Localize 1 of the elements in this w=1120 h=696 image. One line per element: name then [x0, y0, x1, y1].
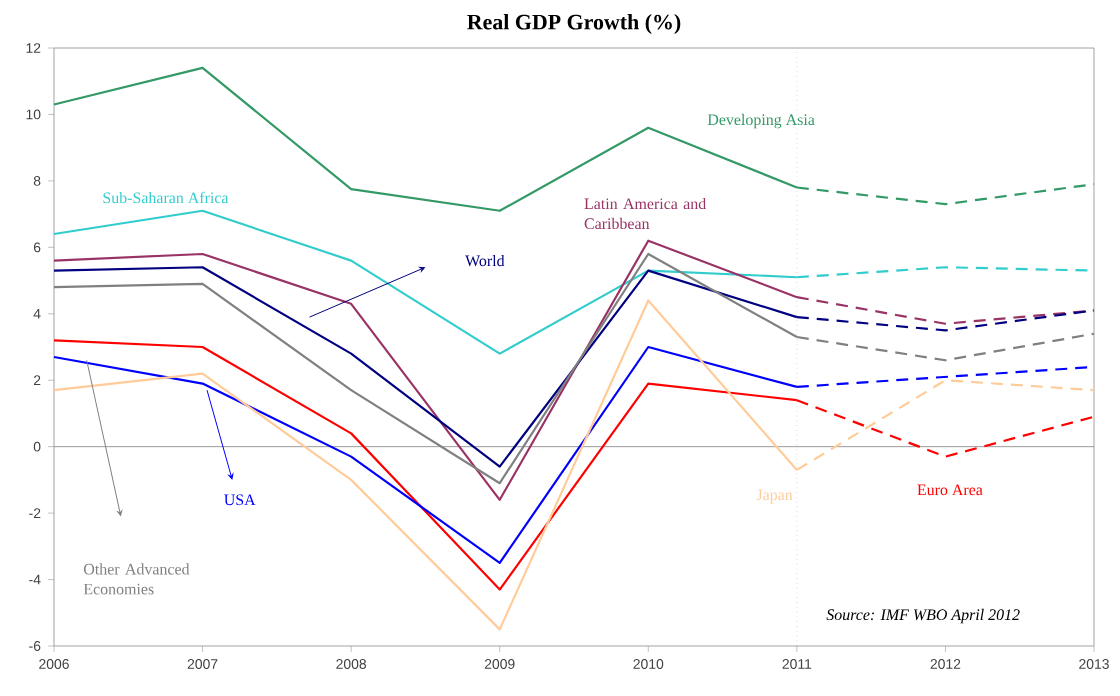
chart-title: Real GDP Growth (%): [467, 14, 681, 34]
